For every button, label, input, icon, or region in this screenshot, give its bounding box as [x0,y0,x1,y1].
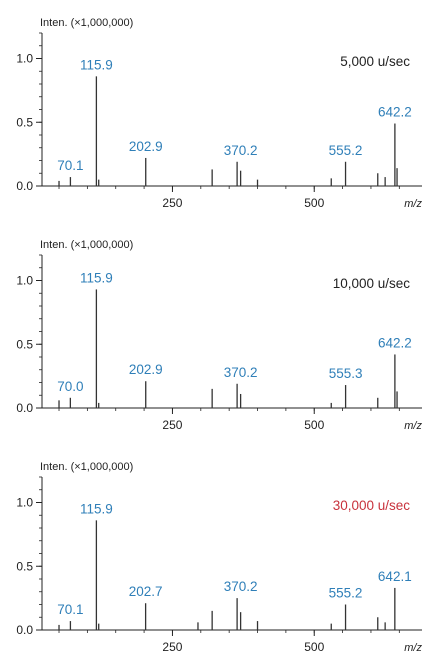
x-tick-label: 500 [304,640,324,654]
peak-label: 370.2 [224,579,258,594]
x-tick-label: 250 [162,196,182,210]
x-axis-unit: m/z [404,198,422,210]
spectrum-panel-3: Inten. (×1,000,000) 0.0 0.5 1.0 250 500 m/z 30,… [16,461,422,654]
y-tick-label: 0.0 [16,401,33,415]
peak-label: 70.1 [57,158,83,173]
y-tick-label: 0.0 [16,179,33,193]
peak-label: 370.2 [224,365,258,380]
peak-label: 202.7 [129,584,163,599]
y-tick-label: 1.0 [16,274,33,288]
peak-label: 555.3 [329,366,363,381]
peak-label: 370.2 [224,143,258,158]
y-tick-label: 0.5 [16,559,33,573]
peak-label: 115.9 [80,270,113,285]
peak-label: 202.9 [129,362,163,377]
peak-label: 202.9 [129,139,163,154]
y-axis-title: Inten. (×1,000,000) [40,17,133,29]
scan-speed-label: 30,000 u/sec [333,498,411,513]
peak-label: 555.2 [329,143,363,158]
y-axis-title: Inten. (×1,000,000) [40,239,133,251]
x-axis-unit: m/z [404,642,422,654]
x-axis-unit: m/z [404,420,422,432]
peak-label: 70.1 [57,602,83,617]
scan-speed-label: 5,000 u/sec [340,54,410,69]
y-tick-label: 0.5 [16,115,33,129]
spectrum-panel-1: Inten. (×1,000,000) 0.0 0.5 1.0 250 500 m/z 5,0… [16,17,422,210]
peak-label: 642.1 [378,569,412,584]
peak-label: 115.9 [80,57,113,72]
scan-speed-label: 10,000 u/sec [333,276,411,291]
peak-label: 115.9 [80,501,113,516]
peak-label: 642.2 [378,105,412,120]
peak-label: 642.2 [378,335,412,350]
peak-label: 555.2 [329,586,363,601]
x-tick-label: 250 [162,640,182,654]
y-tick-label: 1.0 [16,52,33,66]
y-tick-label: 0.5 [16,337,33,351]
y-tick-label: 0.0 [16,623,33,637]
peak-label: 70.0 [57,379,83,394]
y-tick-label: 1.0 [16,496,33,510]
x-tick-label: 500 [304,418,324,432]
x-tick-label: 250 [162,418,182,432]
y-axis-title: Inten. (×1,000,000) [40,461,133,473]
x-tick-label: 500 [304,196,324,210]
spectrum-panel-2: Inten. (×1,000,000) 0.0 0.5 1.0 250 500 m/z 10,… [16,239,422,432]
